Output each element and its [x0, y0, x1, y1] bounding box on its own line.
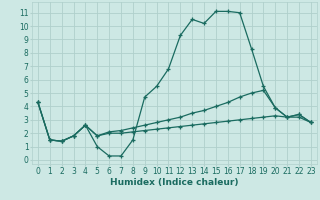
X-axis label: Humidex (Indice chaleur): Humidex (Indice chaleur)	[110, 178, 239, 187]
